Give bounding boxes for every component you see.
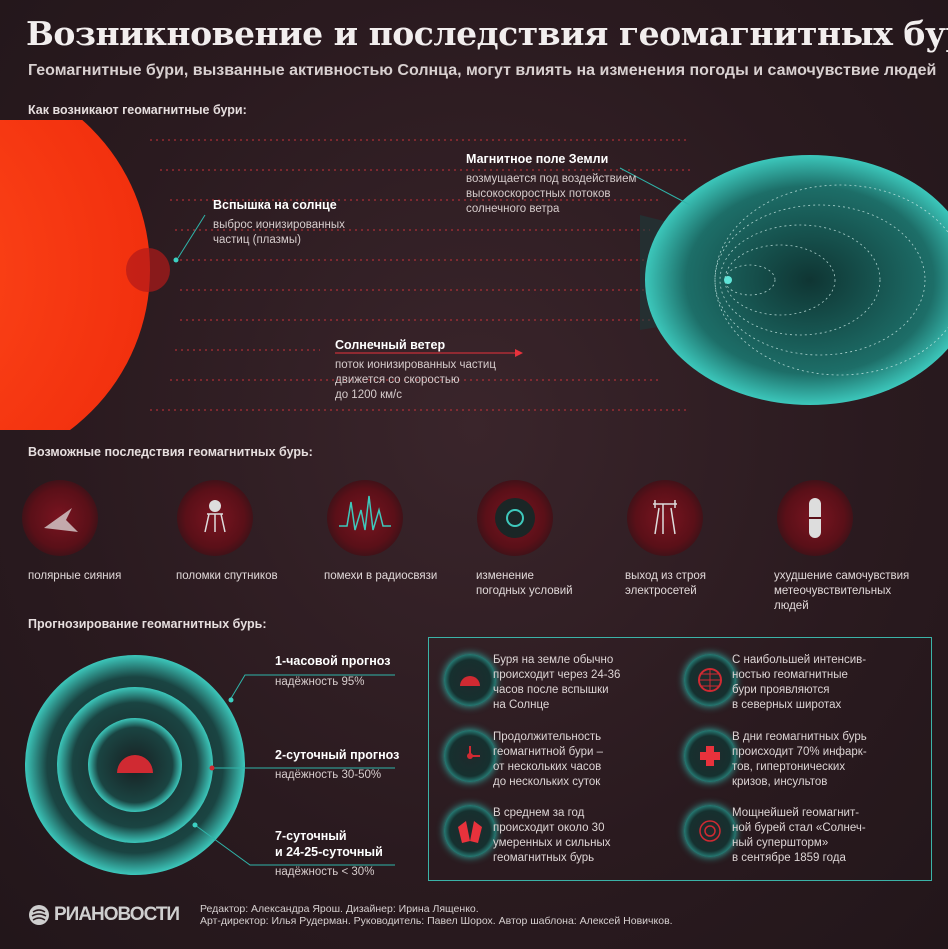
forecast-7day-reliability: надёжность < 30% bbox=[275, 866, 375, 878]
effect-label-power: выход из строя электросетей bbox=[625, 570, 706, 597]
sun-flare-icon bbox=[117, 755, 153, 773]
ria-logo-text: РИАНОВОСТИ bbox=[54, 904, 180, 925]
medical-cross-icon bbox=[684, 730, 736, 782]
sun-flare-icon bbox=[444, 654, 496, 706]
earth bbox=[724, 276, 732, 284]
satellite-icon bbox=[177, 480, 253, 556]
ria-logo: РИАНОВОСТИ bbox=[28, 904, 180, 926]
forecast-diagram bbox=[25, 655, 395, 875]
effect-label-weather: изменение погодных условий bbox=[476, 570, 573, 597]
forecast-1hour-reliability: надёжность 95% bbox=[275, 676, 365, 688]
field-desc: возмущается под воздействием высокоскорос… bbox=[466, 173, 637, 215]
facts-panel bbox=[428, 637, 932, 881]
spiral-icon bbox=[684, 805, 736, 857]
wind-title: Солнечный ветер bbox=[335, 338, 446, 352]
weather-icon bbox=[477, 480, 553, 556]
radio-wave-icon bbox=[327, 480, 403, 556]
fact-text: В среднем за год происходит около 30 умере… bbox=[493, 807, 611, 864]
globe-icon bbox=[684, 654, 736, 706]
effect-label-aurora: полярные сияния bbox=[28, 570, 122, 582]
fact-text: Буря на земле обычно происходит через 24-… bbox=[493, 654, 621, 711]
wind-desc: поток ионизированных частиц движется со с… bbox=[335, 359, 496, 401]
page-title: Возникновение и последствия геомагнитных… bbox=[26, 14, 948, 53]
effects-heading: Возможные последствия геомагнитных бурь: bbox=[28, 445, 313, 459]
credits: Редактор: Александра Ярош. Дизайнер: Ири… bbox=[200, 903, 673, 927]
effect-label-health: ухудшение самочувствия метеочувствительны… bbox=[774, 570, 910, 612]
flare-desc: выброс ионизированных частиц (плазмы) bbox=[213, 219, 345, 246]
flare-title: Вспышка на солнце bbox=[213, 198, 337, 212]
fact-text: С наибольшей интенсив-ностью геомагнитны… bbox=[732, 654, 867, 711]
sun bbox=[0, 120, 150, 430]
ria-globe-icon bbox=[29, 905, 49, 925]
forecast-1hour-title: 1-часовой прогноз bbox=[275, 654, 391, 668]
forecast-2day-title: 2-суточный прогноз bbox=[275, 748, 400, 762]
fact-text: В дни геомагнитных бурь происходит 70% ин… bbox=[732, 731, 867, 788]
clock-icon bbox=[444, 730, 496, 782]
effect-label-satellites: поломки спутников bbox=[176, 570, 278, 582]
effect-label-radio: помехи в радиосвязи bbox=[324, 570, 438, 582]
page-subtitle: Геомагнитные бури, вызванные активностью… bbox=[28, 62, 937, 79]
storm-icon bbox=[444, 805, 496, 857]
field-title: Магнитное поле Земли bbox=[466, 152, 609, 166]
forecast-heading: Прогнозирование геомагнитных бурь: bbox=[28, 617, 267, 631]
origin-diagram bbox=[0, 120, 948, 430]
power-line-icon bbox=[627, 480, 703, 556]
fact-text: Мощнейшей геомагнит-ной бурей стал «Солн… bbox=[732, 807, 866, 864]
solar-flare bbox=[126, 248, 170, 292]
forecast-2day-reliability: надёжность 30-50% bbox=[275, 769, 382, 781]
aurora-icon bbox=[22, 480, 98, 556]
forecast-7day-title: 7-суточный и 24-25-суточный bbox=[275, 829, 383, 859]
origin-heading: Как возникают геомагнитные бури: bbox=[28, 103, 247, 117]
pill-icon bbox=[777, 480, 853, 556]
dotted-lines bbox=[150, 139, 690, 411]
magnetosphere bbox=[645, 155, 948, 405]
fact-text: Продолжительность геомагнитной бури – от н… bbox=[493, 731, 604, 788]
